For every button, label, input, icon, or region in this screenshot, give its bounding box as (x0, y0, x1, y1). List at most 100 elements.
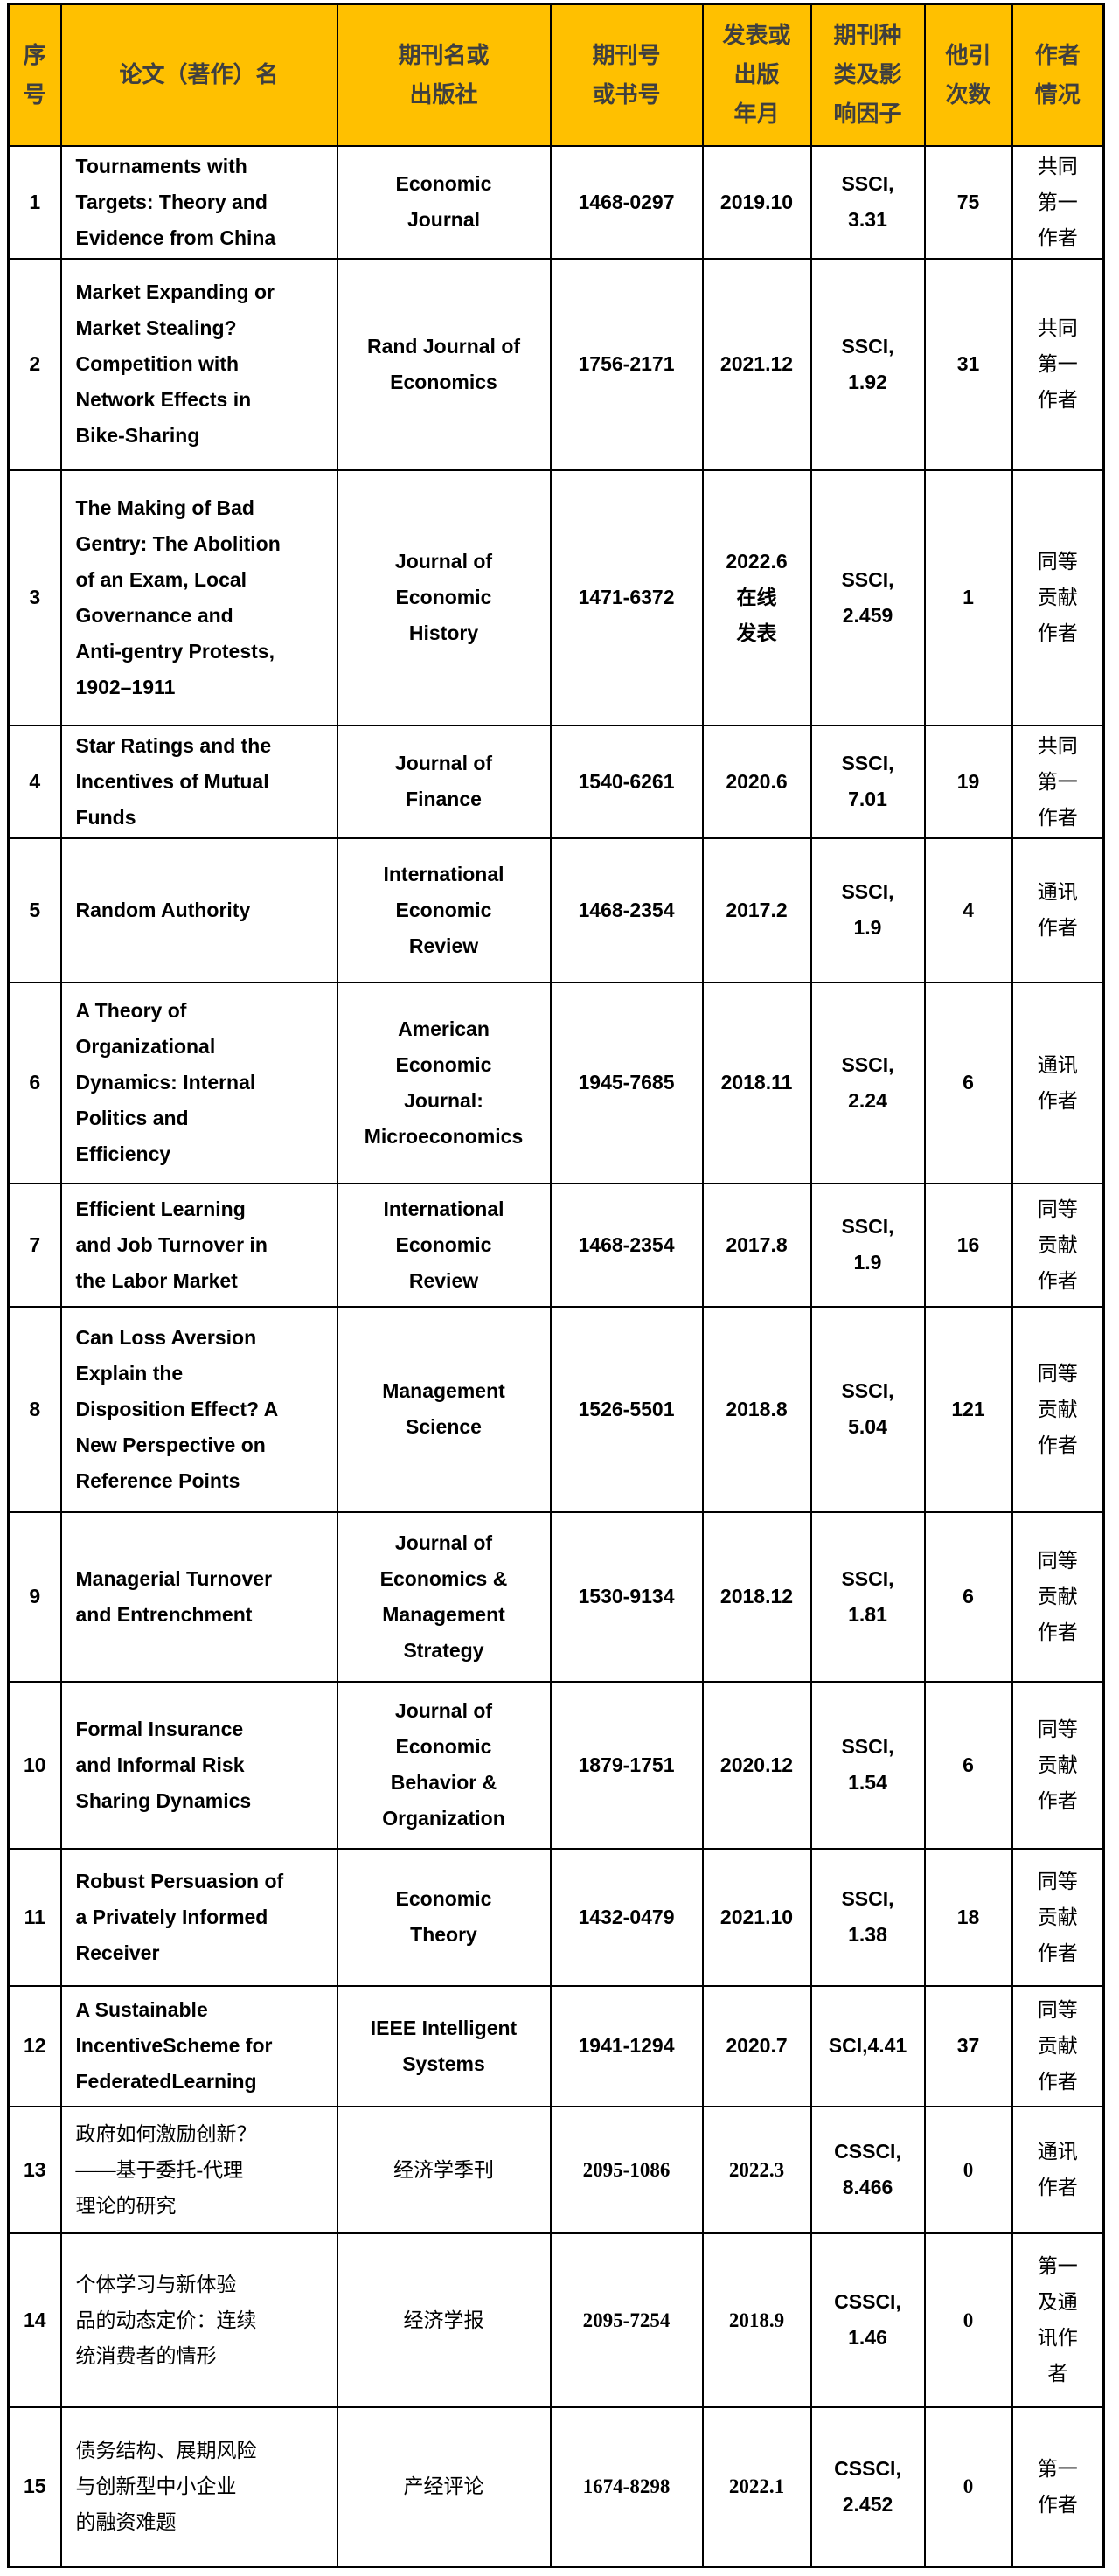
table-row: 1 Tournaments with Targets: Theory and Ev… (7, 144, 1105, 260)
cell-title: 债务结构、展期风险 与创新型中小企业 的融资难题 (59, 2406, 338, 2568)
cell-index: 7 (7, 1182, 62, 1308)
cell-journal: American Economic Journal: Microeconomic… (336, 981, 552, 1184)
cell-title: Random Authority (59, 837, 338, 983)
cell-issn: 1432-0479 (549, 1847, 704, 1987)
cell-date: 2022.6 在线 发表 (701, 469, 812, 726)
cell-category: SSCI, 3.31 (810, 144, 926, 260)
cell-citations: 18 (923, 1847, 1013, 1987)
table-row: 10 Formal Insurance and Informal Risk Sha… (7, 1680, 1105, 1850)
cell-citations: 6 (923, 1510, 1013, 1683)
table-row: 2 Market Expanding or Market Stealing? Co… (7, 257, 1105, 471)
column-header-date: 发表或 出版 年月 (701, 3, 812, 147)
cell-issn: 1674-8298 (549, 2406, 704, 2568)
cell-issn: 1540-6261 (549, 724, 704, 839)
cell-journal: Journal of Economics & Management Strate… (336, 1510, 552, 1683)
cell-title: 个体学习与新体验 品的动态定价：连续 统消费者的情形 (59, 2232, 338, 2408)
cell-date: 2017.2 (701, 837, 812, 983)
cell-journal: Economic Journal (336, 144, 552, 260)
cell-author: 共同 第一 作者 (1011, 144, 1105, 260)
cell-index: 12 (7, 1984, 62, 2107)
cell-title: Efficient Learning and Job Turnover in t… (59, 1182, 338, 1308)
cell-journal: Journal of Finance (336, 724, 552, 839)
table-row: 4 Star Ratings and the Incentives of Mutu… (7, 724, 1105, 839)
cell-issn: 1530-9134 (549, 1510, 704, 1683)
cell-author: 第一 作者 (1011, 2406, 1105, 2568)
cell-date: 2022.3 (701, 2105, 812, 2234)
cell-citations: 31 (923, 257, 1013, 471)
cell-index: 11 (7, 1847, 62, 1987)
cell-category: SSCI, 1.81 (810, 1510, 926, 1683)
cell-category: SSCI, 2.459 (810, 469, 926, 726)
cell-issn: 1468-2354 (549, 837, 704, 983)
cell-title: Star Ratings and the Incentives of Mutua… (59, 724, 338, 839)
cell-category: CSSCI, 1.46 (810, 2232, 926, 2408)
table-row: 9 Managerial Turnover and Entrenchment Jou… (7, 1510, 1105, 1683)
cell-category: SSCI, 5.04 (810, 1305, 926, 1513)
cell-category: SSCI, 1.54 (810, 1680, 926, 1850)
table-row: 15 债务结构、展期风险 与创新型中小企业 的融资难题 产经评论 1674-8298 2… (7, 2406, 1105, 2568)
cell-index: 9 (7, 1510, 62, 1683)
cell-author: 第一 及通 讯作 者 (1011, 2232, 1105, 2408)
cell-title: The Making of Bad Gentry: The Abolition … (59, 469, 338, 726)
cell-citations: 6 (923, 981, 1013, 1184)
cell-journal: Journal of Economic History (336, 469, 552, 726)
cell-author: 通讯 作者 (1011, 837, 1105, 983)
cell-title: Tournaments with Targets: Theory and Evi… (59, 144, 338, 260)
table-row: 3 The Making of Bad Gentry: The Abolition… (7, 469, 1105, 726)
cell-title: Market Expanding or Market Stealing? Com… (59, 257, 338, 471)
cell-citations: 121 (923, 1305, 1013, 1513)
table-row: 11 Robust Persuasion of a Privately Infor… (7, 1847, 1105, 1987)
cell-index: 2 (7, 257, 62, 471)
cell-category: SSCI, 1.9 (810, 1182, 926, 1308)
cell-category: SSCI, 2.24 (810, 981, 926, 1184)
cell-date: 2021.12 (701, 257, 812, 471)
column-header-index: 序 号 (7, 3, 62, 147)
cell-journal: 经济学报 (336, 2232, 552, 2408)
cell-citations: 6 (923, 1680, 1013, 1850)
cell-author: 同等 贡献 作者 (1011, 1182, 1105, 1308)
cell-date: 2020.7 (701, 1984, 812, 2107)
cell-author: 同等 贡献 作者 (1011, 1847, 1105, 1987)
cell-citations: 19 (923, 724, 1013, 839)
column-header-journal: 期刊名或 出版社 (336, 3, 552, 147)
column-header-citations: 他引 次数 (923, 3, 1013, 147)
cell-index: 14 (7, 2232, 62, 2408)
cell-title: Robust Persuasion of a Privately Informe… (59, 1847, 338, 1987)
table-row: 7 Efficient Learning and Job Turnover in … (7, 1182, 1105, 1308)
cell-index: 15 (7, 2406, 62, 2568)
cell-author: 同等 贡献 作者 (1011, 1680, 1105, 1850)
cell-citations: 0 (923, 2232, 1013, 2408)
cell-index: 10 (7, 1680, 62, 1850)
table-row: 8 Can Loss Aversion Explain the Dispositi… (7, 1305, 1105, 1513)
cell-citations: 4 (923, 837, 1013, 983)
cell-index: 1 (7, 144, 62, 260)
publications-table: 序 号论文（著作）名 期刊名或 出版社 期刊号 或书号 发表或 出版 年月 期刊种 类及… (7, 3, 1105, 2568)
cell-date: 2020.12 (701, 1680, 812, 1850)
table-row: 5 Random Authority International Economic … (7, 837, 1105, 983)
cell-category: SSCI, 7.01 (810, 724, 926, 839)
cell-author: 同等 贡献 作者 (1011, 1984, 1105, 2107)
cell-issn: 1468-2354 (549, 1182, 704, 1308)
cell-issn: 1941-1294 (549, 1984, 704, 2107)
cell-journal: Rand Journal of Economics (336, 257, 552, 471)
cell-date: 2018.8 (701, 1305, 812, 1513)
table-row: 14 个体学习与新体验 品的动态定价：连续 统消费者的情形 经济学报 2095-725… (7, 2232, 1105, 2408)
cell-journal: Journal of Economic Behavior & Organizat… (336, 1680, 552, 1850)
cell-citations: 37 (923, 1984, 1013, 2107)
cell-title: Managerial Turnover and Entrenchment (59, 1510, 338, 1683)
cell-issn: 2095-7254 (549, 2232, 704, 2408)
table-header: 序 号论文（著作）名 期刊名或 出版社 期刊号 或书号 发表或 出版 年月 期刊种 类及… (7, 3, 1105, 147)
cell-title: 政府如何激励创新？ ——基于委托-代理 理论的研究 (59, 2105, 338, 2234)
cell-issn: 1468-0297 (549, 144, 704, 260)
cell-date: 2021.10 (701, 1847, 812, 1987)
cell-issn: 1526-5501 (549, 1305, 704, 1513)
cell-journal: International Economic Review (336, 837, 552, 983)
cell-category: SCI,4.41 (810, 1984, 926, 2107)
cell-author: 通讯 作者 (1011, 981, 1105, 1184)
cell-index: 3 (7, 469, 62, 726)
table-body: 1 Tournaments with Targets: Theory and Ev… (7, 144, 1105, 2568)
cell-author: 通讯 作者 (1011, 2105, 1105, 2234)
cell-date: 2018.12 (701, 1510, 812, 1683)
